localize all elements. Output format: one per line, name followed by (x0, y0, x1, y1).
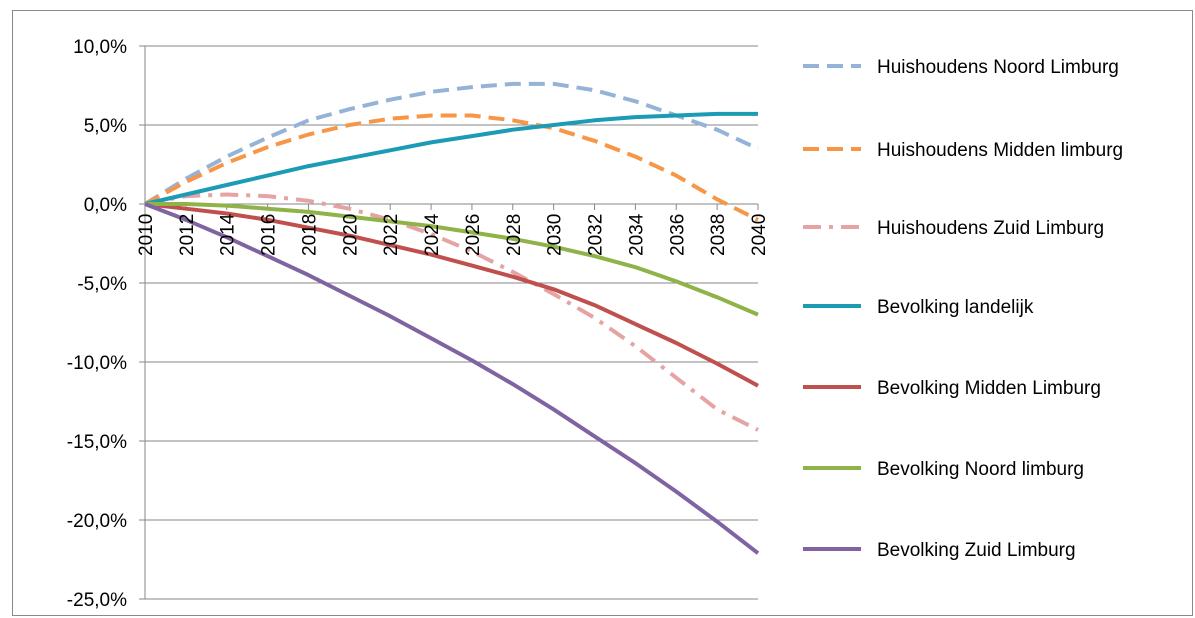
legend-label: Huishoudens Zuid Limburg (877, 218, 1104, 239)
legend-label: Bevolking Zuid Limburg (877, 540, 1076, 561)
y-axis-tick-labels: 10,0% 5,0% 0,0% -5,0% -10,0% -15,0% -20,0% -25,… (67, 37, 127, 611)
x-tick-label: 2030 (545, 214, 566, 256)
gridlines (145, 45, 758, 600)
legend-label: Bevolking Noord limburg (877, 459, 1084, 480)
x-tick-label: 2028 (504, 214, 525, 256)
line-chart: 10,0% 5,0% 0,0% -5,0% -10,0% -15,0% -20,0% -25,… (67, 37, 1123, 611)
x-tick-label: 2036 (667, 214, 688, 256)
x-axis-tick-labels: 2010 2012 2014 2016 2018 2020 2022 2024 2026 2028… (136, 213, 770, 256)
x-tick-label: 2014 (218, 213, 239, 256)
y-tick-label: -25,0% (67, 590, 127, 611)
series-line (145, 202, 759, 317)
series-line (144, 202, 759, 388)
data-series (143, 81, 760, 555)
series-line (144, 202, 760, 555)
x-tick-label: 2010 (136, 214, 157, 256)
x-tick-label: 2016 (259, 214, 280, 256)
x-tick-label: 2034 (626, 213, 647, 256)
y-tick-label: -20,0% (67, 511, 127, 532)
legend-label: Bevolking landelijk (877, 297, 1034, 318)
y-tick-label: 10,0% (73, 37, 127, 58)
series-line (144, 192, 759, 432)
axes (139, 45, 759, 600)
legend-label: Bevolking Midden Limburg (877, 378, 1101, 399)
y-tick-label: 0,0% (84, 195, 127, 216)
y-tick-label: -10,0% (67, 353, 127, 374)
series-line (144, 111, 758, 206)
y-tick-label: -5,0% (77, 274, 127, 295)
legend-label: Huishoudens Noord Limburg (877, 57, 1119, 78)
series-line (143, 81, 759, 206)
x-tick-label: 2032 (586, 214, 607, 256)
x-tick-label: 2022 (381, 214, 402, 256)
y-tick-label: 5,0% (84, 116, 127, 137)
y-tick-label: -15,0% (67, 432, 127, 453)
legend-label: Huishoudens Midden limburg (877, 140, 1123, 161)
x-tick-label: 2012 (177, 214, 198, 256)
x-tick-label: 2024 (422, 213, 443, 256)
x-tick-label: 2020 (340, 214, 361, 256)
x-tick-label: 2026 (463, 214, 484, 256)
legend: Huishoudens Noord Limburg Huishoudens Mid… (803, 57, 1123, 561)
series-line (144, 113, 759, 222)
x-tick-label: 2038 (708, 214, 729, 256)
chart-frame: 10,0% 5,0% 0,0% -5,0% -10,0% -15,0% -20,0% -25,… (12, 10, 1193, 616)
x-tick-label: 2040 (749, 214, 770, 256)
x-tick-label: 2018 (299, 214, 320, 256)
